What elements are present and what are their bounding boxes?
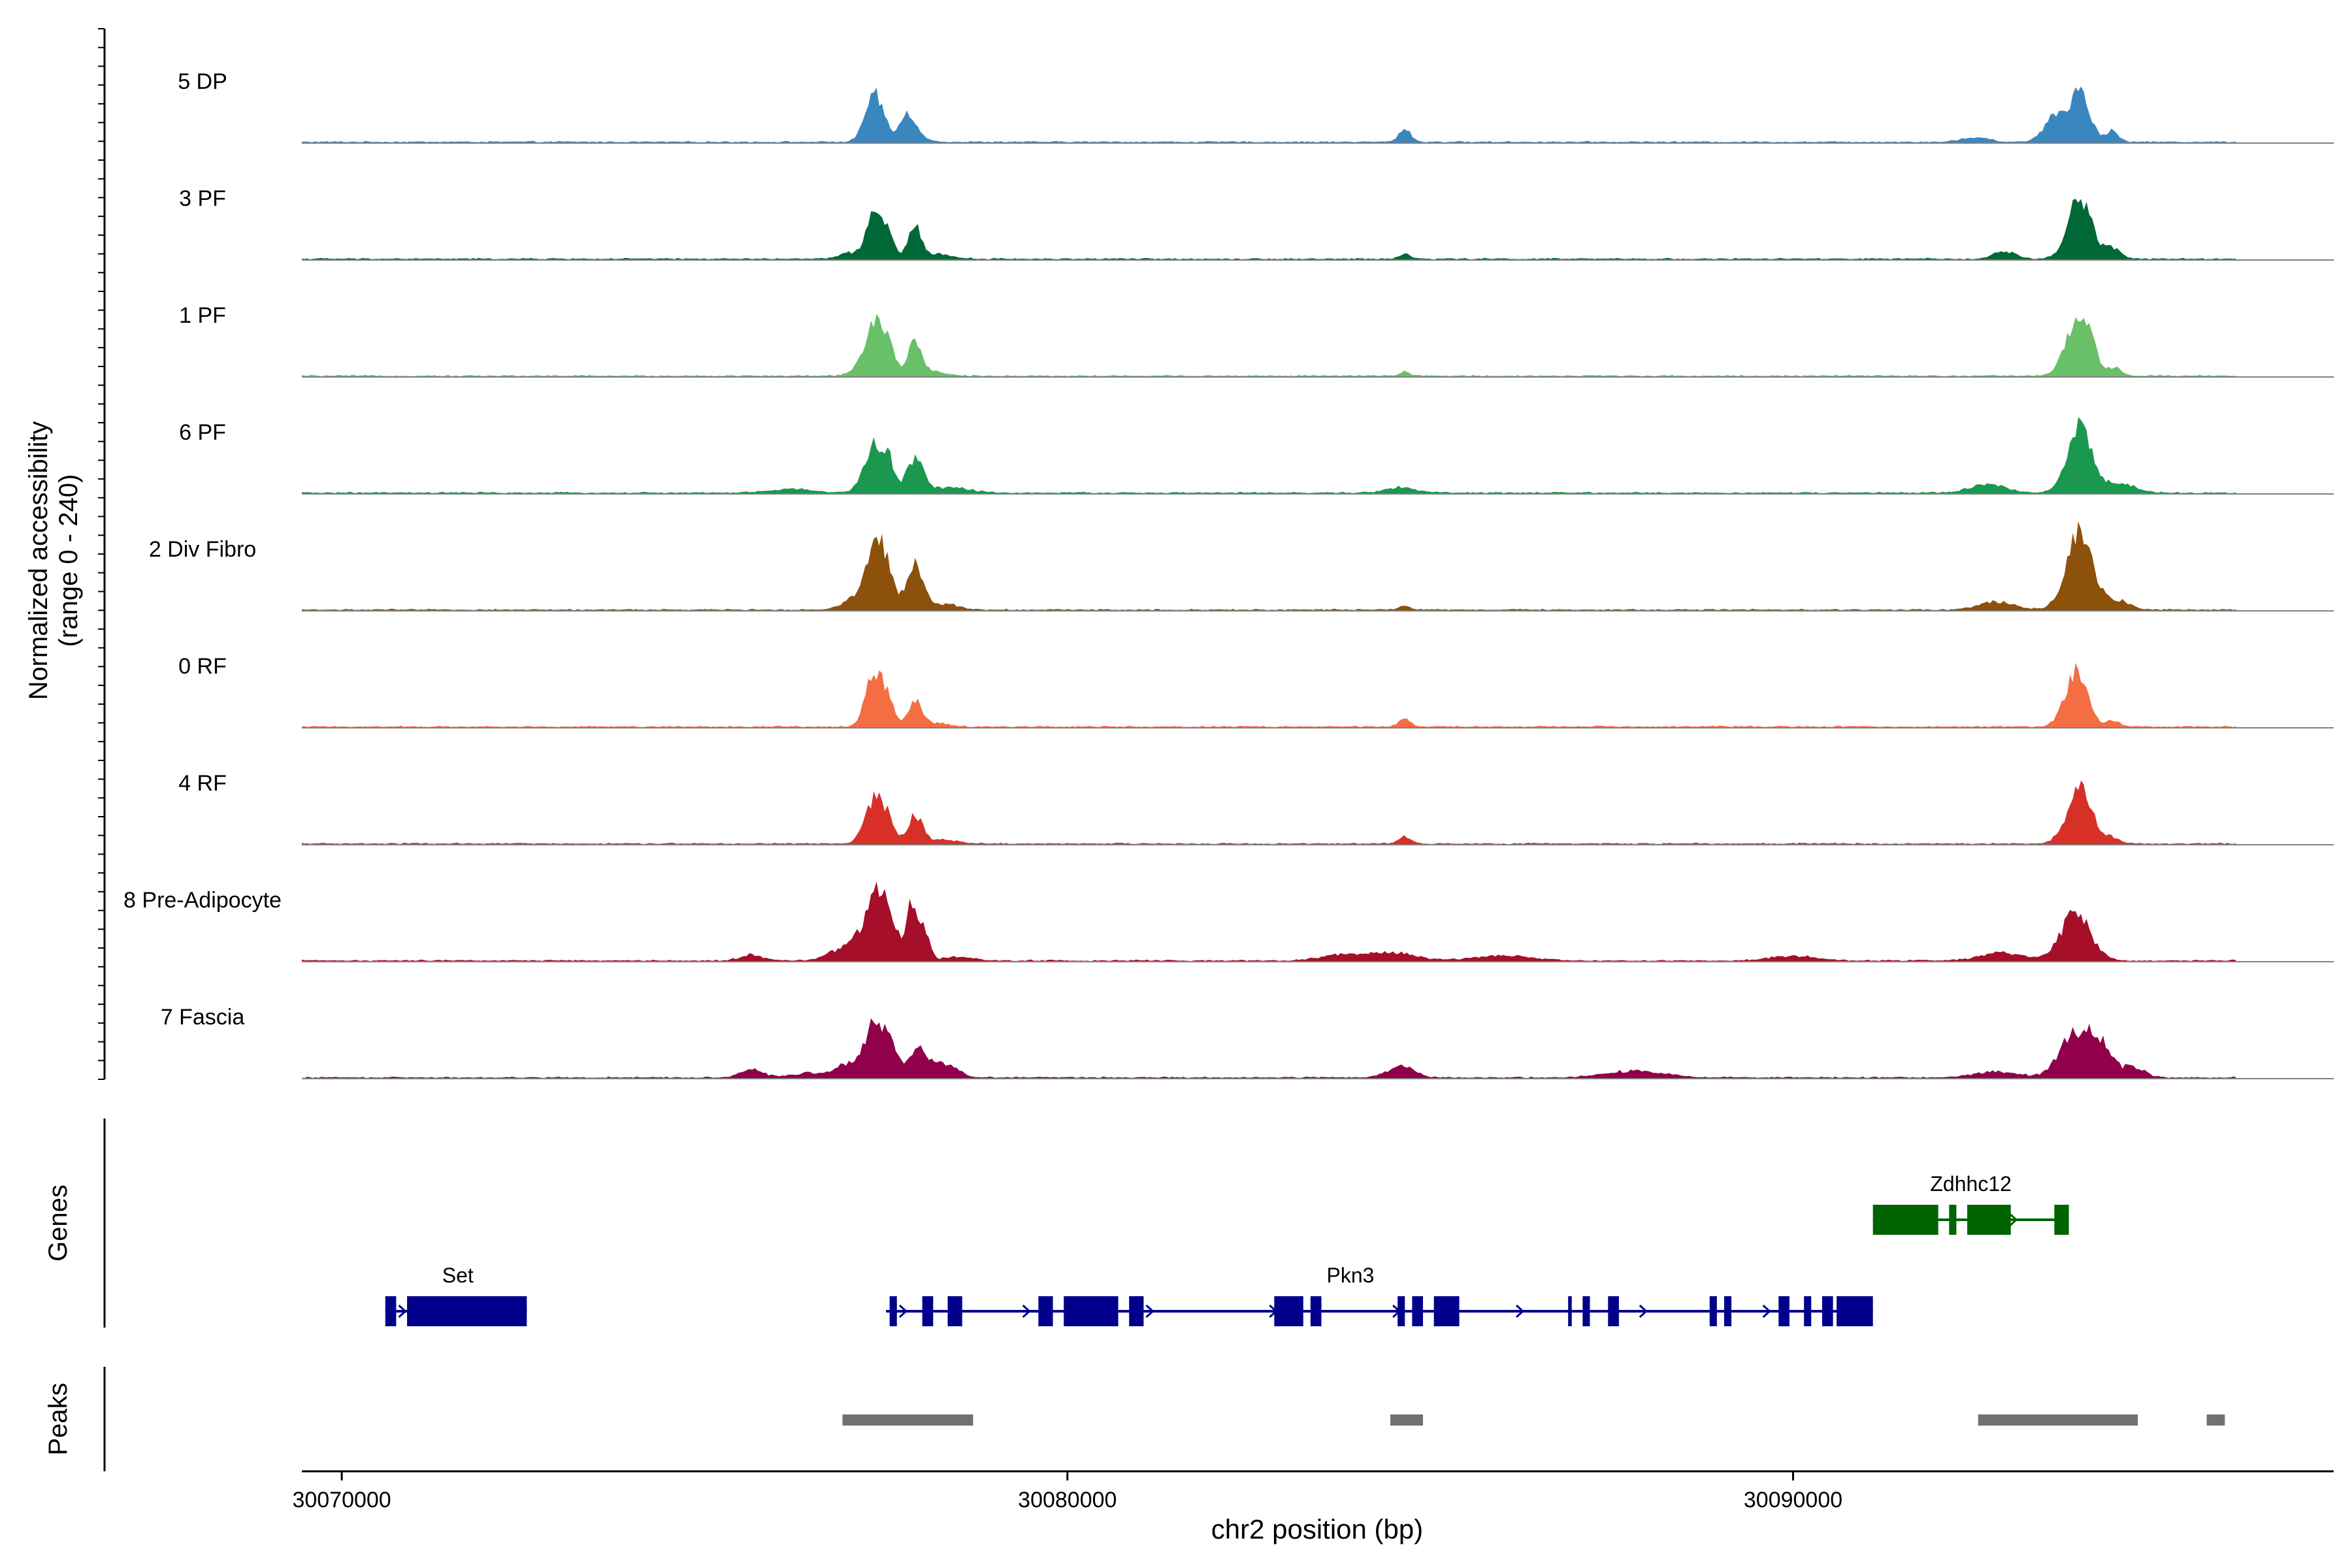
gene-exon <box>1724 1296 1732 1326</box>
gene-strand-arrow <box>898 1304 908 1318</box>
gene-strand-arrow <box>1022 1304 1031 1318</box>
gene-exon <box>1038 1296 1053 1326</box>
coverage-tracks: 5 DP 3 PF 1 PF 6 PF 2 Div Fibro 0 RF 4 RF 8 Pre… <box>123 69 2334 1079</box>
peaks-track-label: Peaks <box>44 1382 73 1455</box>
gene-label: Set <box>442 1264 474 1287</box>
coverage-track: 3 PF <box>179 186 2334 261</box>
gene-strand-arrow <box>1515 1304 1525 1318</box>
coverage-track-label: 2 Div Fibro <box>149 537 256 562</box>
gene-exon <box>947 1296 962 1326</box>
gene-strand-arrow <box>1145 1304 1154 1318</box>
gene-exon <box>1709 1296 1717 1326</box>
gene-model: Set <box>385 1264 527 1326</box>
gene-strand-arrow <box>1639 1304 1648 1318</box>
x-axis-tick-label: 30080000 <box>1018 1488 1117 1512</box>
genes-track: Genes Set Pkn3 Zdhhc12 <box>44 1119 2069 1328</box>
gene-exon <box>1310 1296 1322 1326</box>
gene-label: Pkn3 <box>1327 1264 1375 1287</box>
x-axis-title: chr2 position (bp) <box>1211 1514 1424 1544</box>
gene-exon <box>1821 1296 1833 1326</box>
gene-exon <box>385 1296 397 1326</box>
peak-region <box>1978 1414 2138 1426</box>
gene-exon <box>1608 1296 1619 1326</box>
gene-strand-arrow <box>1762 1304 1771 1318</box>
gene-exon <box>1837 1296 1873 1326</box>
gene-exon <box>1412 1296 1424 1326</box>
coverage-track: 7 Fascia <box>161 1005 2334 1079</box>
coverage-area <box>302 780 2236 845</box>
gene-exon <box>1064 1296 1119 1326</box>
coverage-area <box>302 314 2236 377</box>
genes-track-label: Genes <box>44 1184 73 1262</box>
coverage-track-label: 7 Fascia <box>161 1005 245 1030</box>
coverage-track-label: 0 RF <box>178 654 227 679</box>
coverage-track-label: 6 PF <box>179 420 226 445</box>
coverage-area <box>302 1018 2236 1079</box>
coverage-track-label: 1 PF <box>179 303 226 328</box>
peak-region <box>1390 1414 1424 1426</box>
coverage-track-label: 8 Pre-Adipocyte <box>123 888 282 913</box>
coverage-track-label: 3 PF <box>179 186 226 211</box>
coverage-track: 2 Div Fibro <box>149 521 2334 612</box>
gene-model: Pkn3 <box>886 1264 1873 1326</box>
coverage-track-label: 4 RF <box>178 771 227 796</box>
gene-exon <box>1274 1296 1303 1326</box>
coverage-area <box>302 199 2236 260</box>
x-axis: chr2 position (bp) 30070000 30080000 30090… <box>292 1470 2334 1544</box>
gene-model: Zdhhc12 <box>1872 1172 2069 1235</box>
coverage-track: 4 RF <box>178 771 2334 845</box>
gene-exon <box>889 1296 897 1326</box>
y-axis-label-line2: (range 0 - 240) <box>54 474 83 647</box>
coverage-track: 0 RF <box>178 654 2334 728</box>
gene-exon <box>1129 1296 1144 1326</box>
gene-exon <box>1967 1205 2011 1235</box>
y-axis-label: Normalized accessibility (range 0 - 240) <box>24 421 83 700</box>
gene-strand-arrow <box>2009 1213 2018 1227</box>
gene-label: Zdhhc12 <box>1930 1172 2012 1196</box>
coverage-area <box>302 521 2236 611</box>
x-axis-tick-label: 30070000 <box>292 1488 391 1512</box>
coverage-area <box>302 881 2236 962</box>
gene-exon <box>1804 1296 1812 1326</box>
x-axis-tick-label: 30090000 <box>1744 1488 1842 1512</box>
coverage-y-axis <box>98 28 106 1080</box>
coverage-track: 5 DP <box>178 69 2334 144</box>
coverage-area <box>302 86 2236 143</box>
gene-exon <box>1949 1205 1957 1235</box>
coverage-track-label: 5 DP <box>178 69 227 94</box>
coverage-track: 6 PF <box>179 417 2334 495</box>
gene-exon <box>407 1296 527 1326</box>
coverage-area <box>302 417 2236 494</box>
gene-strand-arrow <box>398 1304 407 1318</box>
gene-exon <box>1397 1296 1405 1326</box>
gene-exon <box>1778 1296 1789 1326</box>
gene-exon <box>922 1296 934 1326</box>
peak-region <box>2206 1414 2225 1426</box>
gene-exon <box>1582 1296 1590 1326</box>
gene-exon <box>1433 1296 1460 1326</box>
coverage-track: 8 Pre-Adipocyte <box>123 881 2334 962</box>
gene-exon <box>1568 1296 1572 1326</box>
peaks-track: Peaks <box>44 1367 2225 1471</box>
coverage-track: 1 PF <box>179 303 2334 378</box>
gene-exon <box>2054 1205 2069 1235</box>
gene-exon <box>1872 1205 1938 1235</box>
y-axis-label-line1: Normalized accessibility <box>24 421 53 700</box>
coverage-area <box>302 662 2236 728</box>
peak-region <box>842 1414 973 1426</box>
